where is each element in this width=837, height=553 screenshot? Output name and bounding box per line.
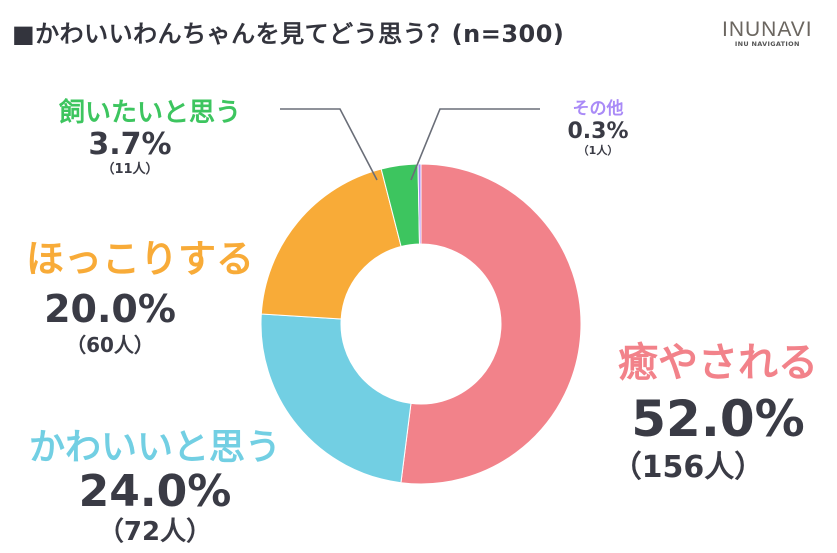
label-other-name: その他 [572,99,624,119]
inunavi-logo: INUNAVI INU NAVIGATION [722,18,813,48]
label-cute-pct: 24.0% [78,466,232,517]
donut-slice-healing [400,163,582,485]
label-cute-name: かわいいと思う [28,427,281,468]
label-healing-name: 癒やされる [618,340,818,386]
label-warm-count: （60人） [66,333,154,357]
label-warm-name: ほっこりする [25,237,254,281]
label-healing-pct: 52.0% [631,390,805,448]
donut-slice-warm [260,168,402,320]
label-other-count: （1人） [577,144,619,157]
label-cute: かわいいと思う 24.0% （72人） [10,418,300,548]
label-want-name: 飼いたいと思う [58,98,241,128]
logo-main-text: INUNAVI [722,18,813,41]
label-want-count: （11人） [101,162,159,177]
leader-line-want [280,108,378,181]
leader-line-other [410,108,540,181]
label-cute-count: （72人） [97,517,213,547]
label-healing-count: （156人） [611,450,765,485]
label-other-pct: 0.3% [567,119,629,144]
label-want: 飼いたいと思う 3.7% （11人） [30,92,270,177]
donut-slice-other [417,163,422,245]
label-healing: 癒やされる 52.0% （156人） [598,330,837,486]
chart-title: ■かわいいわんちゃんを見てどう思う？(n=300) [12,20,565,48]
donut-slice-cute [260,313,412,484]
logo-sub-text: INU NAVIGATION [734,40,800,48]
label-want-pct: 3.7% [88,127,172,162]
label-warm: ほっこりする 20.0% （60人） [10,228,270,358]
label-warm-pct: 20.0% [44,287,176,331]
donut-slices [260,163,582,485]
label-other: その他 0.3% （1人） [548,94,648,158]
